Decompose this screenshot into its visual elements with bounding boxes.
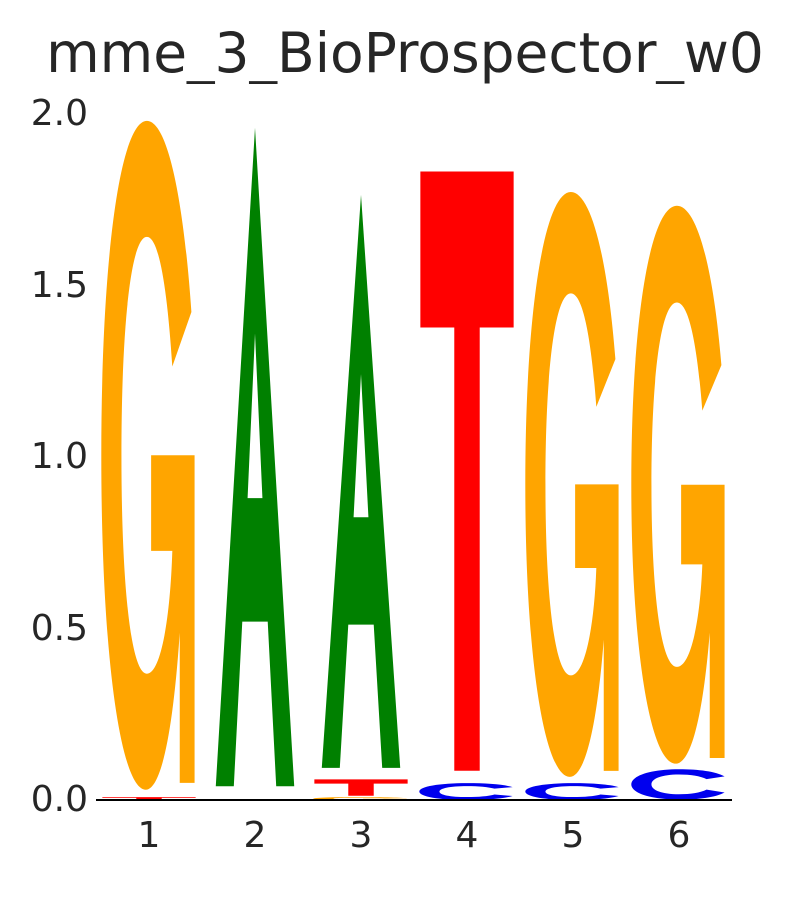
y-axis-tick-label: 2.0 xyxy=(30,93,88,134)
logo-letter-a xyxy=(308,183,414,780)
x-axis-line xyxy=(96,799,732,801)
logo-letter-t xyxy=(96,796,202,800)
logo-stack-position-3 xyxy=(308,114,414,800)
logo-plot-area xyxy=(96,114,732,800)
logo-letter-a xyxy=(202,114,308,800)
logo-letter-g xyxy=(520,186,626,783)
x-axis-tick-label: 1 xyxy=(137,815,161,856)
y-axis-tick-label: 0.5 xyxy=(30,607,88,649)
page-title: mme_3_BioProspector_w0 xyxy=(0,22,810,84)
y-axis-tick-label: 0.0 xyxy=(30,779,88,820)
logo-letter-t xyxy=(414,159,520,783)
logo-letter-c xyxy=(520,783,626,800)
logo-stack-position-2 xyxy=(202,114,308,800)
logo-stack-position-5 xyxy=(520,114,626,800)
x-axis-tick-label: 5 xyxy=(561,815,585,856)
logo-stack-position-6 xyxy=(626,114,732,800)
logo-letter-t xyxy=(308,779,414,797)
page-title-text: mme_3_BioProspector_w0 xyxy=(46,22,764,84)
x-axis-tick-label: 6 xyxy=(667,815,691,856)
x-axis-tick-label: 3 xyxy=(349,815,373,856)
logo-letter-c xyxy=(414,783,520,800)
y-axis-tick-label: 1.5 xyxy=(30,264,88,306)
logo-stack-position-4 xyxy=(414,114,520,800)
y-axis-tick-label: 1.0 xyxy=(30,436,88,477)
logo-stack-position-1 xyxy=(96,114,202,800)
x-axis-tick-label: 2 xyxy=(243,815,267,856)
x-axis-tick-label: 4 xyxy=(455,815,479,856)
logo-letter-g xyxy=(626,200,732,769)
logo-letter-g xyxy=(96,114,202,797)
logo-letter-c xyxy=(626,769,732,800)
